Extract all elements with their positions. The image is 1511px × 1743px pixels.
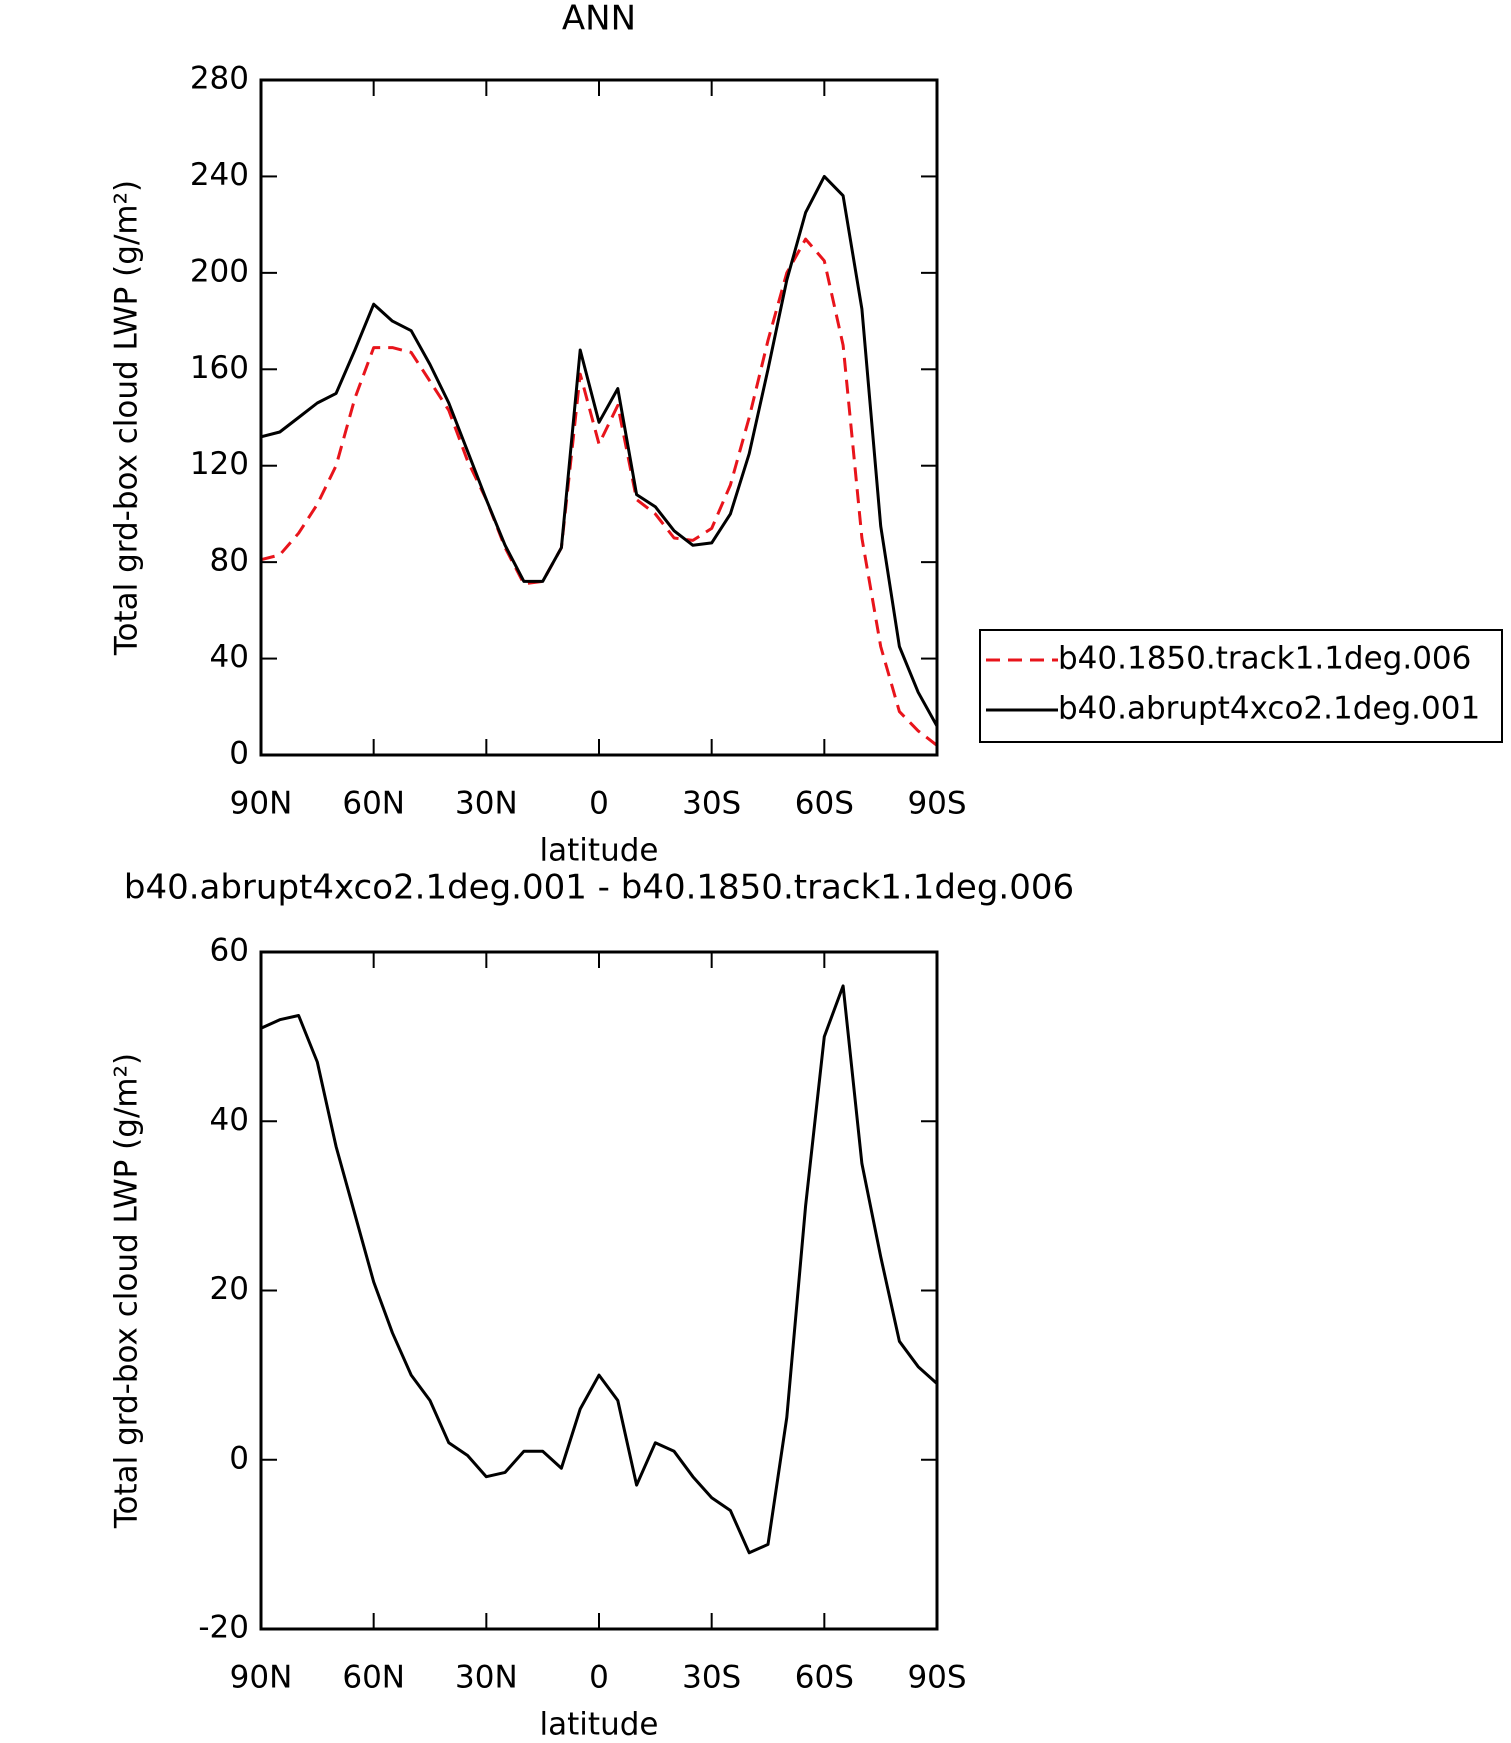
chart-title: ANN: [562, 0, 636, 39]
x-tick-label: 90S: [907, 1660, 966, 1696]
data-line: [260, 237, 938, 747]
x-axis-label: latitude: [540, 833, 659, 869]
chart-title: b40.abrupt4xco2.1deg.001 - b40.1850.trac…: [124, 868, 1074, 908]
data-line: [260, 174, 939, 727]
x-tick-label: 30N: [455, 1660, 518, 1696]
legend-box: [979, 629, 1503, 743]
y-axis-label: Total grd-box cloud LWP (g/m²): [109, 1053, 145, 1529]
x-tick-label: 90S: [907, 786, 966, 822]
x-tick-label: 90N: [230, 1660, 293, 1696]
y-tick-label: 0: [229, 1440, 249, 1476]
legend-label: b40.1850.track1.1deg.006: [1058, 641, 1471, 677]
x-tick-label: 30S: [682, 786, 741, 822]
plot-frame: [259, 950, 939, 1631]
y-tick-label: 200: [190, 253, 249, 289]
x-tick-label: 60N: [342, 1660, 405, 1696]
x-axis-label: latitude: [540, 1707, 659, 1743]
legend-label: b40.abrupt4xco2.1deg.001: [1058, 691, 1480, 727]
y-tick-label: 80: [210, 543, 249, 579]
data-line: [260, 984, 939, 1555]
y-tick-label: 60: [210, 933, 249, 969]
x-tick-label: 60N: [342, 786, 405, 822]
y-tick-label: 40: [210, 1102, 249, 1138]
y-tick-label: 280: [190, 61, 249, 97]
x-tick-label: 0: [589, 786, 609, 822]
x-tick-label: 60S: [795, 786, 854, 822]
y-tick-label: 160: [190, 350, 249, 386]
y-tick-label: 40: [210, 639, 249, 675]
x-tick-label: 30S: [682, 1660, 741, 1696]
y-tick-label: -20: [198, 1610, 249, 1646]
x-tick-label: 60S: [795, 1660, 854, 1696]
plot-frame: [259, 78, 939, 757]
y-tick-label: 120: [190, 446, 249, 482]
y-tick-label: 240: [190, 157, 249, 193]
x-tick-label: 30N: [455, 786, 518, 822]
x-tick-label: 0: [589, 1660, 609, 1696]
y-tick-label: 20: [210, 1271, 249, 1307]
x-tick-label: 90N: [230, 786, 293, 822]
y-axis-label: Total grd-box cloud LWP (g/m²): [109, 180, 145, 656]
y-tick-label: 0: [229, 736, 249, 772]
